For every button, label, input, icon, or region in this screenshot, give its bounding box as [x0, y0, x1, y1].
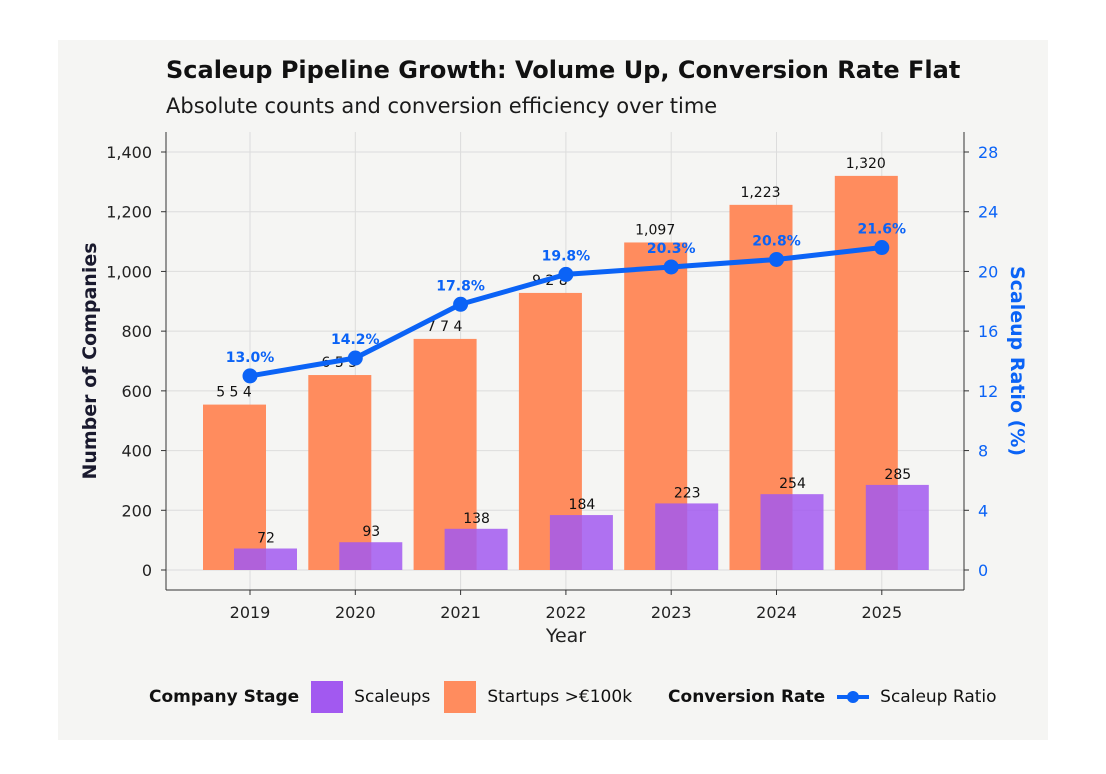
x-tick-label: 2024 [756, 603, 797, 622]
scaleups-bar [549, 515, 613, 570]
ratio-point [242, 368, 258, 384]
legend-swatch-startups [444, 681, 477, 713]
scaleups-bar [339, 542, 403, 570]
ratio-point [769, 251, 784, 267]
scaleups-bar-label: 184 [569, 497, 596, 513]
legend-label-startups: Startups >€100k [487, 687, 633, 707]
legend: Company Stage Scaleups Startups >€100k C… [149, 681, 1011, 713]
legend-swatch-ratio [837, 687, 870, 707]
ratio-label: 20.8% [752, 233, 801, 249]
scaleups-bar-label: 223 [674, 485, 701, 501]
x-tick-label: 2019 [230, 603, 271, 622]
y2-tick-label: 20 [978, 262, 998, 281]
ratio-point [874, 240, 890, 256]
legend-label-scaleups: Scaleups [354, 687, 431, 707]
x-tick-label: 2025 [861, 603, 902, 622]
scaleups-bar-label: 72 [257, 531, 275, 547]
y2-tick-label: 0 [978, 561, 988, 580]
y-tick-label: 0 [142, 561, 152, 580]
legend-item-startups: Startups >€100k [444, 681, 632, 713]
scaleups-bar-label: 285 [884, 467, 911, 483]
ratio-point [663, 259, 679, 275]
y-tick-label: 200 [121, 501, 152, 520]
y2-tick-label: 4 [978, 501, 988, 520]
legend-item-ratio: Scaleup Ratio [837, 687, 997, 707]
scaleups-bar-label: 93 [362, 524, 380, 540]
ratio-label: 19.8% [542, 248, 591, 264]
x-tick-label: 2022 [546, 603, 587, 622]
startups-bar-label: 7 7 4 [427, 319, 463, 335]
y2-tick-label: 16 [978, 322, 998, 341]
ratio-label: 13.0% [226, 350, 275, 366]
y-tick-label: 1,200 [106, 203, 152, 222]
y-tick-label: 800 [121, 322, 152, 341]
scaleups-bar [234, 548, 297, 570]
ratio-label: 21.6% [858, 222, 907, 238]
y2-tick-label: 24 [978, 203, 998, 222]
ratio-label: 14.2% [331, 332, 380, 348]
ratio-point [453, 296, 469, 312]
chart-subtitle: Absolute counts and conversion efficienc… [166, 94, 718, 118]
y-tick-label: 1,000 [106, 262, 152, 281]
y-tick-label: 400 [121, 442, 152, 461]
y-tick-label: 1,400 [106, 143, 152, 162]
ratio-point [347, 350, 363, 366]
startups-bar [308, 375, 372, 570]
scaleups-bar [655, 503, 719, 570]
legend-group-title-conversion: Conversion Rate [668, 687, 826, 707]
y-axis-label: Number of Companies [79, 242, 101, 479]
y-tick-label: 600 [121, 382, 152, 401]
y2-tick-label: 28 [978, 143, 998, 162]
x-tick-label: 2020 [335, 603, 376, 622]
legend-group-title-stage: Company Stage [149, 687, 300, 707]
startups-bar-label: 1,320 [846, 156, 886, 172]
scaleups-bar [444, 528, 508, 570]
startups-bar-label: 1,097 [635, 222, 675, 238]
y2-tick-label: 8 [978, 442, 988, 461]
chart-title: Scaleup Pipeline Growth: Volume Up, Conv… [166, 56, 961, 84]
ratio-point [558, 266, 574, 282]
legend-swatch-scaleups [311, 681, 344, 713]
scaleups-bar [760, 494, 824, 570]
startups-bar [203, 404, 266, 570]
startups-bar-label: 1,223 [740, 185, 780, 201]
startups-bar-label: 5 5 4 [216, 385, 252, 401]
scaleups-bar-label: 254 [779, 476, 806, 492]
scaleups-bar [865, 484, 929, 570]
legend-item-scaleups: Scaleups [311, 681, 430, 713]
ratio-label: 17.8% [436, 278, 485, 294]
ratio-label: 20.3% [647, 241, 696, 257]
x-tick-label: 2023 [651, 603, 692, 622]
x-tick-label: 2021 [440, 603, 481, 622]
scaleups-bar-label: 138 [463, 511, 490, 527]
x-axis-label: Year [545, 625, 586, 647]
y2-axis-label: Scaleup Ratio (%) [1006, 266, 1028, 456]
y2-tick-label: 12 [978, 382, 998, 401]
legend-label-ratio: Scaleup Ratio [880, 687, 997, 707]
